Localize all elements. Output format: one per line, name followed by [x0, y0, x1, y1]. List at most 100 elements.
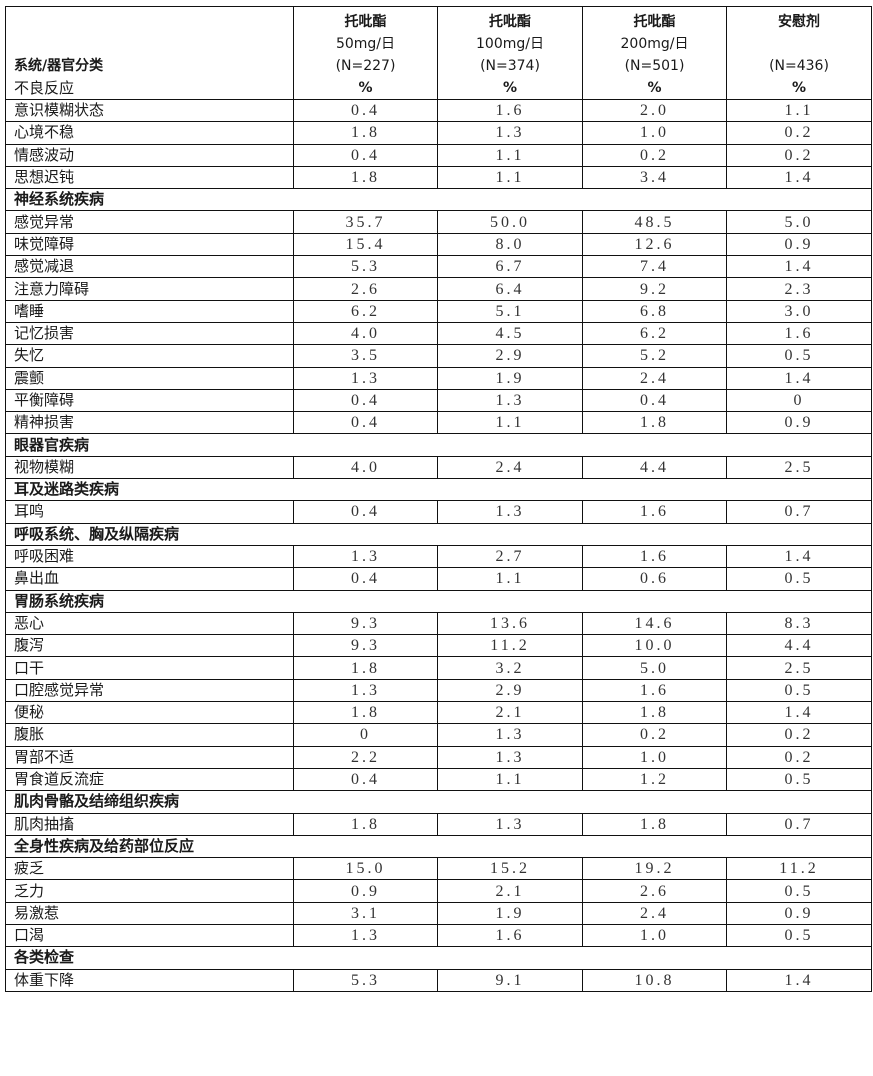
column-dose: 100mg/日	[476, 36, 544, 52]
percentage-cell: 1.6	[726, 321, 872, 346]
percentage-cell: 35.7	[293, 210, 438, 234]
column-unit: %	[647, 80, 662, 96]
percentage-cell: 1.8	[582, 411, 727, 435]
percentage-cell: 2.9	[437, 678, 583, 703]
section-title: 神经系统疾病	[5, 188, 872, 212]
table-row: 记忆损害 4.0 4.5 6.2 1.6	[5, 321, 872, 346]
percentage-cell: 0.2	[726, 745, 872, 769]
adverse-reaction-name: 口腔感觉异常	[5, 678, 294, 703]
percentage-cell: 1.4	[726, 366, 872, 390]
adverse-reaction-name: 味觉障碍	[5, 232, 294, 257]
percentage-cell: 1.8	[582, 812, 727, 836]
column-unit: %	[502, 80, 518, 96]
adverse-reaction-label: 不良反应	[14, 79, 75, 97]
percentage-cell: 1.3	[437, 388, 583, 413]
table-row: 视物模糊 4.0 2.4 4.4 2.5	[5, 455, 872, 480]
percentage-cell: 2.5	[726, 656, 872, 680]
percentage-cell: 2.1	[437, 701, 583, 725]
table-row: 失忆 3.5 2.9 5.2 0.5	[5, 344, 872, 368]
adverse-reaction-name: 体重下降	[5, 968, 294, 992]
percentage-cell: 6.4	[437, 277, 583, 301]
table-row: 耳鸣 0.4 1.3 1.6 0.7	[5, 500, 872, 524]
percentage-cell: 1.3	[293, 678, 438, 703]
table-row: 震颤 1.3 1.9 2.4 1.4	[5, 366, 872, 390]
percentage-cell: 1.6	[582, 678, 727, 703]
percentage-cell: 4.4	[582, 455, 727, 480]
section-title: 眼器官疾病	[5, 433, 872, 457]
percentage-cell: 3.2	[437, 656, 583, 680]
section-row: 呼吸系统、胸及纵隔疾病	[5, 522, 872, 546]
adverse-reaction-name: 感觉减退	[5, 255, 294, 279]
percentage-cell: 0.5	[726, 879, 872, 903]
column-header: 托吡酯 200mg/日 (N=501) %	[582, 6, 727, 100]
percentage-cell: 1.1	[437, 767, 583, 792]
column-header: 托吡酯 50mg/日 (N=227) %	[293, 6, 438, 100]
percentage-cell: 0.4	[293, 143, 438, 167]
percentage-cell: 2.3	[726, 277, 872, 301]
adverse-reaction-name: 口干	[5, 656, 294, 680]
percentage-cell: 2.2	[293, 745, 438, 769]
percentage-cell: 1.4	[726, 255, 872, 279]
percentage-cell: 4.0	[293, 321, 438, 346]
percentage-cell: 1.4	[726, 165, 872, 190]
percentage-cell: 5.0	[726, 210, 872, 234]
percentage-cell: 0.9	[293, 879, 438, 903]
percentage-cell: 9.3	[293, 634, 438, 658]
percentage-cell: 1.1	[437, 567, 583, 591]
table-row: 心境不稳 1.8 1.3 1.0 0.2	[5, 121, 872, 145]
table-row: 恶心 9.3 13.6 14.6 8.3	[5, 611, 872, 636]
percentage-cell: 0.2	[726, 121, 872, 145]
column-unit: %	[791, 80, 807, 96]
percentage-cell: 0.7	[726, 500, 872, 524]
column-drug: 安慰剂	[778, 14, 820, 30]
percentage-cell: 0.5	[726, 923, 872, 948]
percentage-cell: 3.4	[582, 165, 727, 190]
adverse-reaction-name: 精神损害	[5, 411, 294, 435]
table-row: 注意力障碍 2.6 6.4 9.2 2.3	[5, 277, 872, 301]
percentage-cell: 1.3	[437, 812, 583, 836]
percentage-cell: 2.6	[293, 277, 438, 301]
percentage-cell: 13.6	[437, 611, 583, 636]
table-row: 情感波动 0.4 1.1 0.2 0.2	[5, 143, 872, 167]
percentage-cell: 1.4	[726, 544, 872, 569]
percentage-cell: 1.2	[582, 767, 727, 792]
percentage-cell: 14.6	[582, 611, 727, 636]
percentage-cell: 48.5	[582, 210, 727, 234]
column-dose: 50mg/日	[335, 36, 396, 52]
adverse-reaction-name: 嗜睡	[5, 299, 294, 323]
percentage-cell: 9.2	[582, 277, 727, 301]
column-header: 安慰剂 (N=436) %	[726, 6, 872, 100]
percentage-cell: 0.4	[293, 567, 438, 591]
percentage-cell: 1.9	[437, 901, 583, 925]
section-row: 肌肉骨骼及结缔组织疾病	[5, 790, 872, 814]
percentage-cell: 0.5	[726, 678, 872, 703]
percentage-cell: 0	[726, 388, 872, 413]
percentage-cell: 4.4	[726, 634, 872, 658]
column-dose: 200mg/日	[620, 36, 689, 52]
percentage-cell: 1.3	[437, 500, 583, 524]
percentage-cell: 8.3	[726, 611, 872, 636]
adverse-reaction-name: 情感波动	[5, 143, 294, 167]
percentage-cell: 9.1	[437, 968, 583, 992]
adverse-reaction-name: 意识模糊状态	[5, 98, 294, 123]
percentage-cell: 2.9	[437, 344, 583, 368]
percentage-cell: 1.6	[437, 923, 583, 948]
percentage-cell: 1.8	[582, 701, 727, 725]
table-row: 腹胀 0 1.3 0.2 0.2	[5, 723, 872, 747]
adverse-reaction-name: 注意力障碍	[5, 277, 294, 301]
percentage-cell: 1.6	[582, 500, 727, 524]
percentage-cell: 2.4	[582, 366, 727, 390]
percentage-cell: 15.4	[293, 232, 438, 257]
percentage-cell: 0.4	[293, 411, 438, 435]
percentage-cell: 2.4	[437, 455, 583, 480]
adverse-reaction-name: 疲乏	[5, 857, 294, 881]
adverse-reaction-name: 易激惹	[5, 901, 294, 925]
adverse-reaction-name: 平衡障碍	[5, 388, 294, 413]
percentage-cell: 0.4	[293, 98, 438, 123]
percentage-cell: 0.9	[726, 411, 872, 435]
column-drug: 托吡酯	[489, 14, 531, 30]
percentage-cell: 2.5	[726, 455, 872, 480]
section-title: 胃肠系统疾病	[5, 589, 872, 613]
percentage-cell: 0.5	[726, 767, 872, 792]
column-n: (N=374)	[480, 58, 540, 74]
